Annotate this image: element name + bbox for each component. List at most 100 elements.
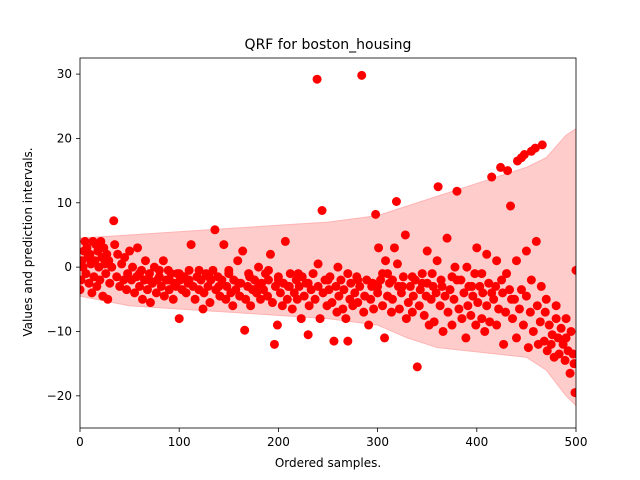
chart-title: QRF for boston_housing (245, 37, 412, 53)
data-point-55 (145, 298, 155, 308)
data-point-247 (478, 288, 488, 298)
data-point-45 (130, 288, 140, 298)
data-point-327 (234, 278, 244, 288)
data-point-181 (364, 320, 374, 330)
x-tick-label-0: 0 (76, 435, 84, 449)
x-tick-label-500: 500 (565, 435, 588, 449)
data-point-341 (551, 301, 561, 311)
data-point-99 (222, 281, 232, 291)
data-point-185 (371, 209, 381, 219)
data-point-353 (427, 269, 437, 279)
data-point-261 (503, 166, 513, 176)
data-point-153 (315, 314, 325, 324)
data-point-259 (499, 339, 509, 349)
data-point-264 (508, 314, 518, 324)
data-point-273 (523, 343, 533, 353)
data-point-302 (571, 265, 576, 275)
data-point-347 (497, 275, 507, 285)
data-point-164 (334, 291, 344, 301)
data-point-151 (312, 74, 322, 84)
data-point-210 (414, 301, 424, 311)
data-point-134 (282, 294, 292, 304)
data-point-171 (346, 278, 356, 288)
data-point-323 (273, 275, 283, 285)
data-point-177 (357, 70, 367, 80)
data-point-227 (443, 307, 453, 317)
data-point-84 (196, 275, 206, 285)
data-point-236 (459, 288, 469, 298)
x-tick-label-200: 200 (267, 435, 290, 449)
data-point-237 (461, 333, 471, 343)
data-point-169 (343, 336, 353, 346)
data-point-166 (338, 304, 348, 314)
data-point-36 (115, 281, 125, 291)
data-point-0 (80, 285, 85, 295)
data-point-281 (537, 140, 547, 150)
data-point-331 (194, 265, 204, 275)
data-point-241 (468, 291, 478, 301)
data-point-33 (110, 240, 120, 250)
data-point-207 (408, 291, 418, 301)
data-point-213 (419, 310, 429, 320)
data-point-209 (412, 362, 422, 372)
data-point-357 (387, 275, 397, 285)
data-point-340 (541, 294, 551, 304)
data-point-41 (123, 269, 133, 279)
data-point-330 (204, 272, 214, 282)
data-point-40 (122, 285, 132, 295)
data-point-190 (380, 333, 390, 343)
data-point-309 (511, 256, 521, 266)
data-point-350 (467, 281, 477, 291)
y-tick-label-0: 0 (64, 260, 72, 274)
data-point-305 (472, 243, 482, 253)
data-point-217 (426, 294, 436, 304)
data-point-68 (168, 294, 178, 304)
data-point-42 (125, 246, 135, 256)
data-point-260 (501, 307, 511, 317)
data-point-346 (507, 294, 517, 304)
data-point-147 (304, 301, 314, 311)
data-point-66 (164, 285, 174, 295)
data-point-50 (138, 294, 147, 304)
data-point-304 (432, 256, 442, 266)
data-point-140 (292, 294, 302, 304)
data-point-318 (323, 275, 333, 285)
data-point-203 (401, 314, 411, 324)
data-point-355 (407, 272, 417, 282)
data-point-12 (87, 288, 97, 298)
y-tick-label-20: 20 (57, 131, 72, 145)
data-point-205 (405, 281, 415, 291)
data-point-165 (336, 275, 346, 285)
data-point-326 (244, 269, 254, 279)
data-point-256 (494, 304, 504, 314)
data-point-194 (386, 307, 396, 317)
data-point-308 (502, 269, 512, 279)
data-point-168 (341, 314, 351, 324)
data-point-246 (477, 314, 487, 324)
data-point-235 (457, 314, 467, 324)
data-point-286 (546, 339, 556, 349)
data-point-317 (333, 262, 343, 272)
data-point-32 (109, 216, 119, 226)
data-point-322 (283, 281, 293, 291)
data-point-334 (164, 275, 174, 285)
data-point-144 (299, 291, 309, 301)
data-point-298 (566, 326, 576, 336)
data-point-162 (331, 281, 341, 291)
data-point-356 (397, 281, 407, 291)
data-point-278 (532, 301, 542, 311)
y-tick-label--20: −20 (47, 389, 72, 403)
data-point-158 (324, 285, 334, 295)
data-point-276 (528, 326, 538, 336)
data-point-231 (450, 262, 460, 272)
data-point-320 (303, 278, 313, 288)
data-point-336 (144, 275, 154, 285)
data-point-191 (381, 256, 391, 266)
data-point-20 (95, 275, 105, 285)
data-point-197 (391, 197, 401, 206)
data-point-123 (263, 275, 273, 285)
data-point-31 (107, 262, 117, 272)
data-point-167 (339, 285, 349, 295)
data-point-240 (466, 310, 476, 320)
